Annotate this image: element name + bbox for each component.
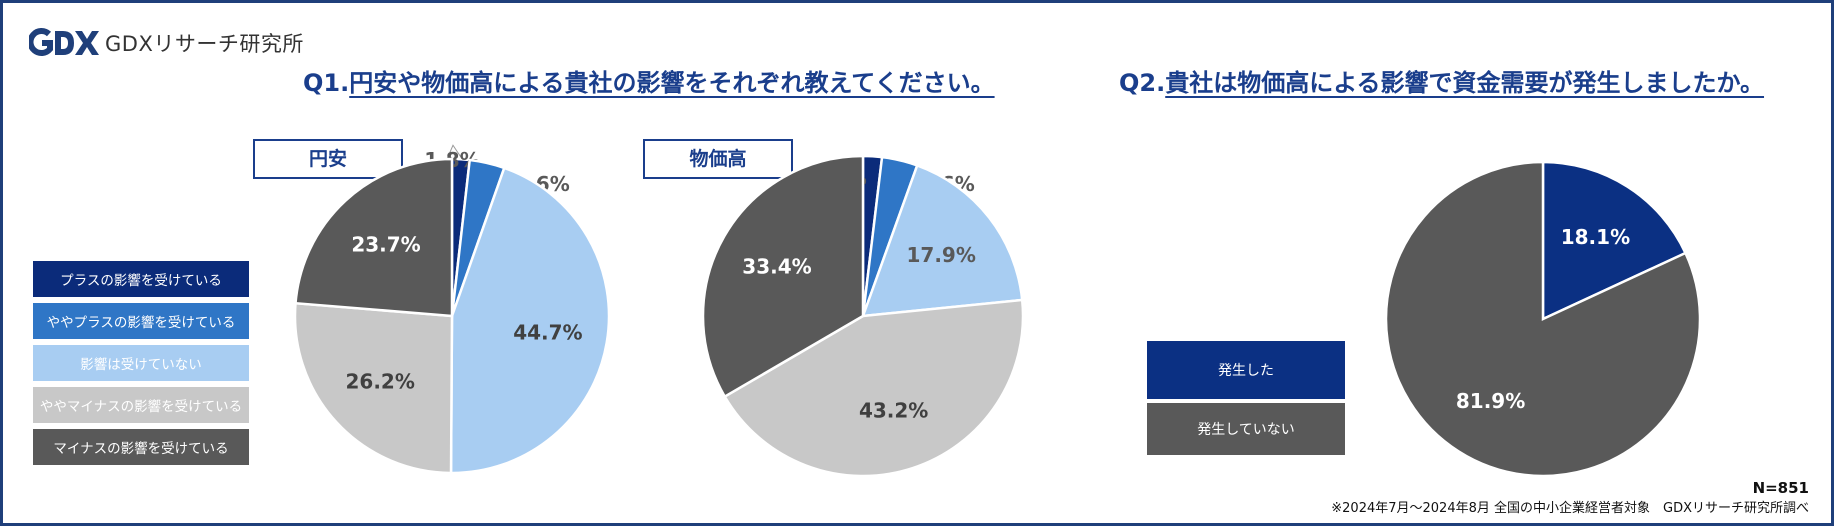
pie3-label-1: 81.9% bbox=[1456, 389, 1525, 413]
legend-item-slightly-minus: ややマイナスの影響を受けている bbox=[33, 387, 249, 423]
legend-label: 影響は受けていない bbox=[80, 357, 202, 373]
pie1-label-2: 44.7% bbox=[513, 321, 582, 345]
pie1-slice-3 bbox=[293, 301, 454, 475]
pie3-label-0: 18.1% bbox=[1561, 225, 1630, 249]
pie2-label-4: 33.4% bbox=[742, 255, 811, 279]
pie2-slice-4 bbox=[701, 154, 865, 399]
pie2-slice-2 bbox=[861, 163, 1024, 318]
q2-text: 貴社は物価高による影響で資金需要が発生しましたか。 bbox=[1165, 69, 1765, 97]
pie1-title: 円安 bbox=[253, 139, 403, 179]
legend-label: 発生した bbox=[1218, 363, 1274, 379]
logo: GDXリサーチ研究所 bbox=[29, 27, 304, 59]
logo-text: GDXリサーチ研究所 bbox=[105, 32, 304, 56]
legend-item-occurred: 発生した bbox=[1147, 341, 1345, 399]
gdx-logo-icon bbox=[29, 28, 99, 57]
pie2-label-2: 17.9% bbox=[906, 243, 975, 267]
legend-label: 発生していない bbox=[1197, 422, 1295, 438]
pie3-slice-0 bbox=[1541, 160, 1688, 321]
q1-title: Q1.円安や物価高による貴社の影響をそれぞれ教えてください。 bbox=[303, 63, 995, 98]
q1-prefix: Q1. bbox=[303, 69, 350, 97]
legend-label: ややプラスの影響を受けている bbox=[46, 315, 236, 331]
pie2-slice-3 bbox=[723, 298, 1025, 478]
legend-label: マイナスの影響を受けている bbox=[53, 441, 229, 457]
pie-charts: 1.8%3.6%44.7%26.2%23.7%1.9%3.6%17.9%43.2… bbox=[293, 144, 1702, 478]
pie2-label-3: 43.2% bbox=[859, 398, 928, 422]
sample-size: N=851 bbox=[1752, 479, 1809, 497]
legend-label: ややマイナスの影響を受けている bbox=[39, 399, 243, 415]
legend-label: プラスの影響を受けている bbox=[60, 273, 222, 289]
legend-item-minus: マイナスの影響を受けている bbox=[33, 429, 249, 465]
legend-item-plus: プラスの影響を受けている bbox=[33, 261, 249, 297]
pie2-title: 物価高 bbox=[643, 139, 793, 179]
legend-item-no-effect: 影響は受けていない bbox=[33, 345, 249, 381]
source-note: ※2024年7月～2024年8月 全国の中小企業経営者対象 GDXリサーチ研究所… bbox=[1331, 501, 1809, 516]
legend-item-not-occurred: 発生していない bbox=[1147, 403, 1345, 455]
pie1-slice-2 bbox=[449, 166, 611, 475]
pie1-slice-4 bbox=[294, 157, 454, 318]
pie1-label-3: 26.2% bbox=[346, 370, 415, 394]
q2-prefix: Q2. bbox=[1119, 69, 1166, 97]
q2-title: Q2.貴社は物価高による影響で資金需要が発生しましたか。 bbox=[1119, 63, 1764, 98]
legend-item-slightly-plus: ややプラスの影響を受けている bbox=[33, 303, 249, 339]
pie1-label-4: 23.7% bbox=[351, 232, 420, 256]
pie3-slice-1 bbox=[1384, 160, 1702, 478]
q1-text: 円安や物価高による貴社の影響をそれぞれ教えてください。 bbox=[349, 69, 995, 97]
